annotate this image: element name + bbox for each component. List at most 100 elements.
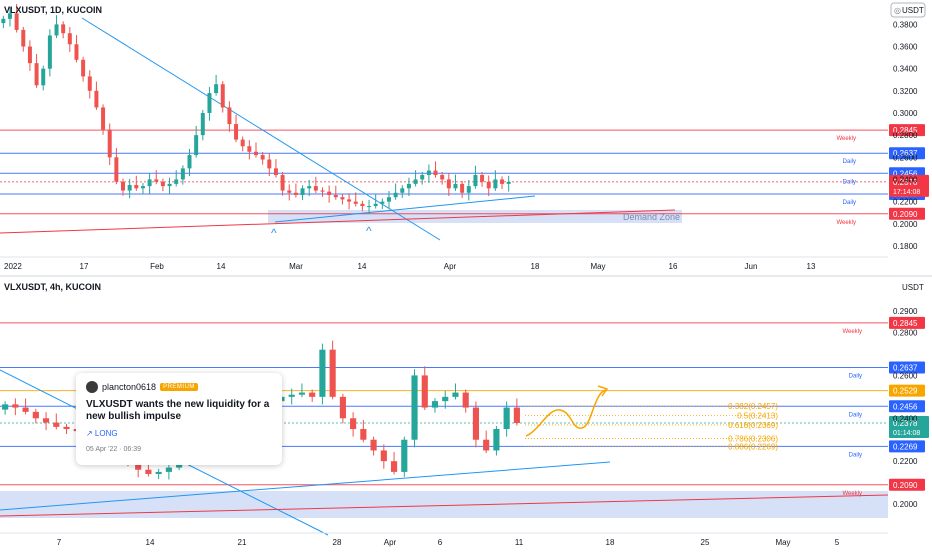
price-unit-box[interactable] (890, 2, 926, 18)
candle-body (486, 181, 491, 189)
candle-body (21, 29, 26, 47)
current-price-badge (889, 174, 929, 197)
candle-body (293, 192, 298, 195)
level-price-badge (889, 478, 925, 491)
candle-body (54, 24, 59, 36)
candle-body (406, 183, 411, 189)
candle-body (472, 407, 480, 440)
idea-title[interactable]: VLXUSDT wants the new liquidity for a ne… (86, 399, 270, 422)
candle-body (155, 471, 162, 475)
candle-body (101, 107, 106, 130)
price-tick-label: 0.3200 (893, 87, 918, 96)
time-tick-label: 25 (701, 538, 710, 547)
candle-body (14, 13, 19, 30)
ascending-trendline (274, 195, 536, 223)
time-tick-label: 14 (217, 262, 226, 271)
candle-body (353, 201, 358, 204)
candle-body (180, 168, 185, 180)
red-support-trendline (0, 494, 889, 517)
candle-body (234, 124, 239, 140)
candle-body (220, 84, 225, 108)
candle-body (473, 175, 478, 187)
candle-body (94, 90, 99, 108)
author-name[interactable]: plancton0618 (102, 382, 157, 392)
candle-body (480, 175, 485, 182)
price-tick-label: 0.3800 (893, 20, 918, 29)
chart-title: VLXUSDT, 4h, KUCOIN (4, 282, 101, 292)
4h-chart-panel[interactable]: Weekly 0.2845 Daily 0.2637 0.2529 Daily 0.2456… (0, 282, 929, 547)
candle-body (147, 179, 152, 187)
demand-zone-label: Demand Zone (623, 212, 680, 222)
weekly-zone (0, 491, 888, 518)
time-tick-label: 18 (531, 262, 540, 271)
current-price-label: 0.2378 (893, 178, 918, 187)
avatar[interactable] (86, 381, 98, 393)
candle-body (273, 168, 278, 176)
daily-chart-panel[interactable]: Demand Zone Weekly 0.2845 Daily 0.2637 Daily… (0, 4, 929, 271)
candle-body (309, 392, 316, 397)
candle-body (442, 396, 449, 402)
projection-arrowhead (597, 385, 609, 397)
candle-body (22, 407, 29, 412)
candle-body (67, 33, 72, 45)
time-tick-label: 14 (146, 538, 155, 547)
time-tick-label: 17 (80, 262, 89, 271)
candle-body (380, 201, 385, 204)
candle-body (411, 375, 418, 440)
candle-body (167, 183, 172, 187)
candle-body (401, 439, 408, 472)
candle-body (227, 107, 232, 125)
candle-body (287, 190, 292, 193)
candle-body (140, 186, 145, 189)
level-tag: Weekly (836, 220, 856, 226)
level-price-badge (889, 361, 925, 374)
candle-body (214, 84, 219, 94)
candle-body (400, 188, 405, 193)
candle-body (121, 181, 126, 191)
time-tick-label: Apr (384, 538, 397, 547)
level-price-label: 0.2456 (893, 402, 918, 411)
level-price-label: 0.2090 (893, 481, 918, 490)
candle-body (53, 422, 60, 427)
candle-body (460, 183, 465, 193)
candle-body (260, 155, 265, 160)
candle-body (466, 186, 471, 193)
level-tag: Daily (849, 373, 862, 379)
candle-body (513, 407, 520, 424)
level-tag: Daily (849, 452, 862, 458)
candle-body (81, 59, 86, 77)
candle-body (1, 18, 6, 24)
time-tick-label: 28 (333, 538, 342, 547)
price-unit-selector[interactable]: ◎ USDT USDT (890, 2, 926, 292)
time-tick-label: May (775, 538, 790, 547)
idea-date: 05 Apr '22 · 06:39 (86, 446, 142, 453)
chart-title: VLXUSDT, 1D, KUCOIN (4, 5, 102, 15)
level-price-label: 0.2269 (893, 442, 918, 451)
time-tick-label: May (590, 262, 605, 271)
fib-level-label: 0.786(0.2306) (728, 434, 778, 443)
candle-body (74, 44, 79, 60)
current-price-badge (889, 416, 929, 439)
level-price-badge (889, 316, 925, 329)
candle-body (452, 392, 459, 397)
candle-body (493, 179, 498, 189)
candle-body (32, 411, 39, 419)
candle-body (373, 203, 378, 207)
arrow-up-marker: ^ (271, 226, 277, 240)
candle-countdown: 01:14:08 (893, 430, 920, 437)
trade-idea-card[interactable]: plancton0618 PREMIUM VLXUSDT wants the n… (76, 373, 282, 465)
price-tick-label: 0.2800 (893, 329, 918, 338)
candle-body (7, 13, 12, 19)
candle-body (329, 349, 336, 397)
candle-body (194, 135, 199, 156)
candle-body (41, 68, 46, 86)
candle-body (390, 461, 398, 472)
fib-level-label: 0.886(0.2269) (728, 442, 778, 451)
red-support-trendline (0, 209, 676, 234)
time-tick-label: 2022 (4, 262, 22, 271)
candle-body (63, 426, 70, 430)
candle-body (370, 439, 377, 451)
price-tick-label: 0.2200 (893, 198, 918, 207)
time-tick-label: 18 (606, 538, 615, 547)
